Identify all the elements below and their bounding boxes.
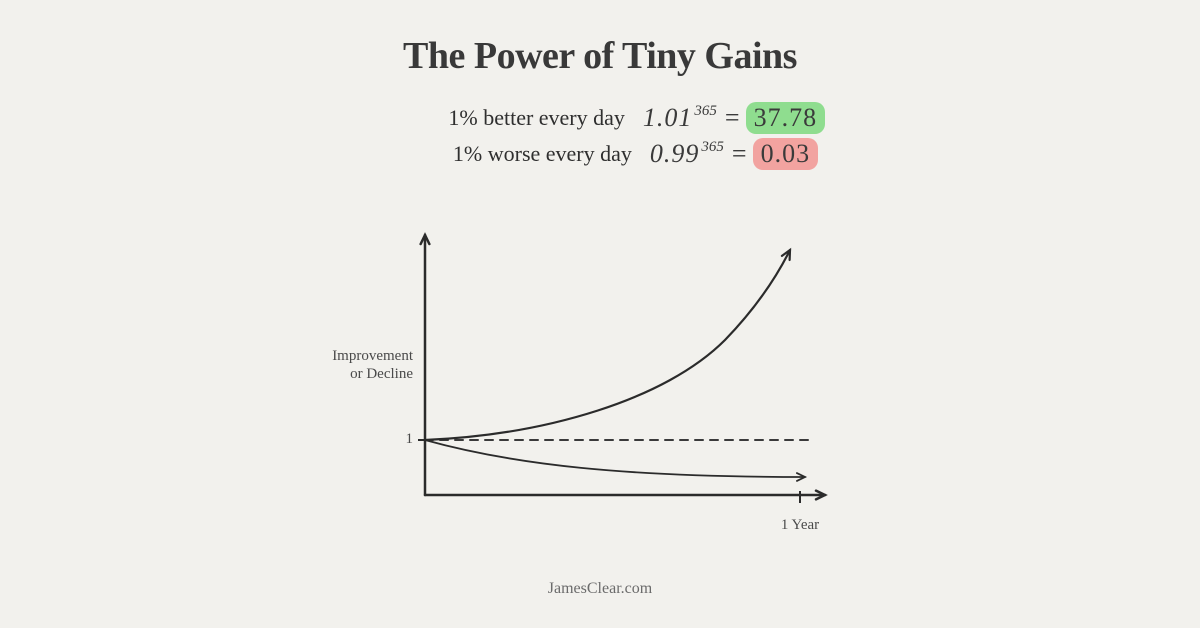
equation-equals: = <box>732 139 747 169</box>
page-title: The Power of Tiny Gains <box>0 34 1200 78</box>
chart-wrap: Improvement or Decline 1 1 Year <box>0 225 1200 525</box>
equation-base: 0.99 <box>650 139 700 169</box>
page: The Power of Tiny Gains 1% better every … <box>0 0 1200 628</box>
equation-exponent: 365 <box>701 139 724 156</box>
decay-curve <box>425 440 805 477</box>
equation-exponent: 365 <box>694 103 717 120</box>
equation-label: 1% better every day <box>375 105 625 131</box>
equation-base: 1.01 <box>643 103 693 133</box>
x-tick-label: 1 Year <box>760 517 840 534</box>
growth-curve <box>425 250 790 440</box>
equation-row-1: 1% worse every day 0.99365 =0.03 <box>382 138 818 170</box>
y-axis-label: Improvement or Decline <box>293 347 413 383</box>
chart-svg <box>365 225 835 525</box>
equation-equals: = <box>725 103 740 133</box>
attribution: JamesClear.com <box>0 580 1200 598</box>
y-axis-label-line2: or Decline <box>350 366 413 382</box>
equation-result: 37.78 <box>746 102 826 134</box>
equation-math: 1.01365 =37.78 <box>643 102 825 134</box>
equation-result: 0.03 <box>753 138 819 170</box>
equation-label: 1% worse every day <box>382 141 632 167</box>
equation-math: 0.99365 =0.03 <box>650 138 818 170</box>
y-tick-label: 1 <box>383 431 413 448</box>
equation-row-0: 1% better every day 1.01365 =37.78 <box>375 102 825 134</box>
equations-block: 1% better every day1.01365=37.781% worse… <box>0 102 1200 170</box>
y-axis-label-line1: Improvement <box>332 348 413 364</box>
tiny-gains-chart: Improvement or Decline 1 1 Year <box>365 225 835 525</box>
